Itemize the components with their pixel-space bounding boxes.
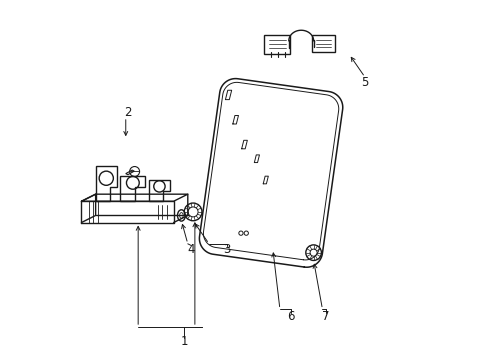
FancyBboxPatch shape [311, 35, 334, 52]
Text: 7: 7 [322, 310, 329, 323]
Text: 5: 5 [361, 76, 368, 89]
FancyBboxPatch shape [264, 35, 290, 54]
Text: 3: 3 [223, 243, 230, 256]
Text: 4: 4 [187, 243, 195, 256]
Text: 1: 1 [180, 335, 187, 348]
Text: 2: 2 [123, 106, 131, 119]
Text: 6: 6 [286, 310, 294, 323]
